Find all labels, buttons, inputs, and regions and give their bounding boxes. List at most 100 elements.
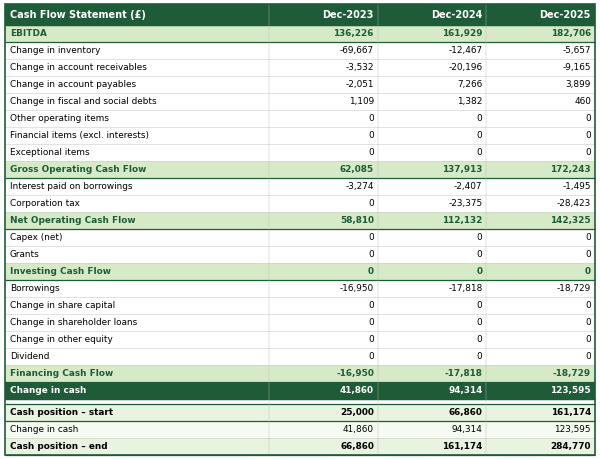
Text: 0: 0	[586, 148, 591, 157]
Text: 0: 0	[477, 301, 482, 310]
Text: -5,657: -5,657	[563, 46, 591, 55]
Text: 0: 0	[586, 318, 591, 327]
Text: Other operating items: Other operating items	[10, 114, 109, 123]
Text: Exceptional items: Exceptional items	[10, 148, 89, 157]
Text: 0: 0	[586, 335, 591, 344]
Text: 0: 0	[476, 267, 482, 276]
Text: 0: 0	[477, 233, 482, 242]
Bar	[5, 25, 595, 42]
Bar	[5, 404, 595, 421]
Text: 0: 0	[586, 233, 591, 242]
Text: 0: 0	[586, 352, 591, 361]
Bar	[5, 178, 595, 195]
Text: -1,495: -1,495	[563, 182, 591, 191]
Text: 460: 460	[574, 97, 591, 106]
Text: 0: 0	[586, 301, 591, 310]
Text: Borrowings: Borrowings	[10, 284, 59, 293]
Text: 7,266: 7,266	[457, 80, 482, 89]
Bar	[5, 212, 595, 229]
Bar	[5, 42, 595, 59]
Bar	[5, 76, 595, 93]
Text: Cash position – start: Cash position – start	[10, 408, 113, 417]
Bar	[5, 365, 595, 382]
Text: -20,196: -20,196	[448, 63, 482, 72]
Text: -2,051: -2,051	[346, 80, 374, 89]
Bar	[5, 59, 595, 76]
Text: -18,729: -18,729	[553, 369, 591, 378]
Text: 25,000: 25,000	[340, 408, 374, 417]
Bar	[5, 263, 595, 280]
Text: 284,770: 284,770	[551, 442, 591, 451]
Text: 0: 0	[477, 131, 482, 140]
Text: 0: 0	[368, 131, 374, 140]
Text: -69,667: -69,667	[340, 46, 374, 55]
Text: Change in account receivables: Change in account receivables	[10, 63, 147, 72]
Bar	[5, 229, 595, 246]
Text: Dividend: Dividend	[10, 352, 49, 361]
Text: 0: 0	[368, 250, 374, 259]
Text: 0: 0	[585, 267, 591, 276]
Text: 161,174: 161,174	[442, 442, 482, 451]
Text: -16,950: -16,950	[340, 284, 374, 293]
Text: Change in inventory: Change in inventory	[10, 46, 100, 55]
Text: 41,860: 41,860	[343, 425, 374, 434]
Text: -23,375: -23,375	[448, 199, 482, 208]
Bar	[5, 127, 595, 144]
Text: 0: 0	[586, 250, 591, 259]
Bar	[5, 297, 595, 314]
Bar	[5, 144, 595, 161]
Text: Interest paid on borrowings: Interest paid on borrowings	[10, 182, 133, 191]
Text: 123,595: 123,595	[554, 425, 591, 434]
Text: 161,929: 161,929	[442, 29, 482, 38]
Text: -17,818: -17,818	[445, 369, 482, 378]
Text: 182,706: 182,706	[551, 29, 591, 38]
Text: -28,423: -28,423	[557, 199, 591, 208]
Bar	[5, 382, 595, 399]
Bar	[5, 4, 595, 25]
Bar	[5, 421, 595, 438]
Text: -3,532: -3,532	[346, 63, 374, 72]
Text: 0: 0	[368, 301, 374, 310]
Text: Capex (net): Capex (net)	[10, 233, 62, 242]
Text: 41,860: 41,860	[340, 386, 374, 395]
Text: 66,860: 66,860	[340, 442, 374, 451]
Text: Change in fiscal and social debts: Change in fiscal and social debts	[10, 97, 157, 106]
Text: 66,860: 66,860	[449, 408, 482, 417]
Text: -16,950: -16,950	[336, 369, 374, 378]
Text: 1,382: 1,382	[457, 97, 482, 106]
Text: 0: 0	[477, 148, 482, 157]
Bar	[5, 110, 595, 127]
Text: 0: 0	[368, 318, 374, 327]
Text: Dec-2024: Dec-2024	[431, 10, 482, 19]
Text: 0: 0	[586, 131, 591, 140]
Text: 0: 0	[477, 335, 482, 344]
Bar	[5, 161, 595, 178]
Text: EBITDA: EBITDA	[10, 29, 47, 38]
Text: 0: 0	[368, 114, 374, 123]
Text: Financing Cash Flow: Financing Cash Flow	[10, 369, 113, 378]
Text: Financial items (excl. interests): Financial items (excl. interests)	[10, 131, 149, 140]
Bar	[5, 348, 595, 365]
Text: 0: 0	[368, 148, 374, 157]
Text: -18,729: -18,729	[557, 284, 591, 293]
Bar	[5, 280, 595, 297]
Text: -9,165: -9,165	[563, 63, 591, 72]
Text: 0: 0	[368, 233, 374, 242]
Text: Cash position – end: Cash position – end	[10, 442, 107, 451]
Text: Change in shareholder loans: Change in shareholder loans	[10, 318, 137, 327]
Bar	[5, 314, 595, 331]
Text: 123,595: 123,595	[550, 386, 591, 395]
Text: 0: 0	[586, 114, 591, 123]
Text: 0: 0	[368, 267, 374, 276]
Text: 137,913: 137,913	[442, 165, 482, 174]
Text: Corporation tax: Corporation tax	[10, 199, 80, 208]
Text: 0: 0	[477, 250, 482, 259]
Text: 58,810: 58,810	[340, 216, 374, 225]
Text: -3,274: -3,274	[346, 182, 374, 191]
Text: Cash Flow Statement (£): Cash Flow Statement (£)	[10, 10, 146, 19]
Text: 0: 0	[477, 352, 482, 361]
Text: 0: 0	[368, 352, 374, 361]
Bar	[5, 438, 595, 455]
Text: 1,109: 1,109	[349, 97, 374, 106]
Text: 161,174: 161,174	[551, 408, 591, 417]
